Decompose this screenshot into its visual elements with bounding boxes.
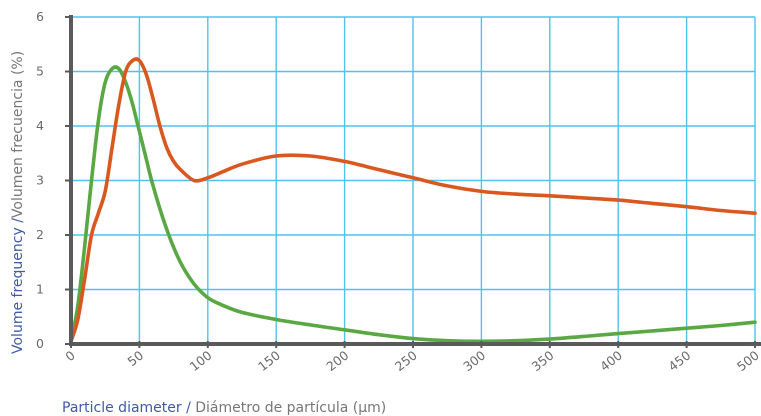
x-tick-label: 450	[665, 348, 693, 375]
x-tick-label: 400	[597, 348, 625, 375]
x-tick-label: 200	[323, 348, 351, 375]
x-tick-label: 0	[62, 348, 78, 365]
series-line-2	[69, 57, 757, 344]
x-tick-label: 300	[460, 348, 488, 375]
x-axis-label-en: Particle diameter /	[62, 400, 195, 416]
x-tick-label: 500	[734, 348, 761, 375]
x-tick-labels: 0 50 100 150 200 250 300 350 400 450 500	[62, 348, 761, 375]
y-axis-label: Volume frequency /Volumen frecuencia (%)	[10, 51, 26, 354]
y-tick-label: 6	[36, 9, 44, 24]
x-tick-label: 150	[255, 348, 283, 375]
x-tick-label: 50	[124, 348, 146, 370]
y-tick-label: 3	[36, 173, 44, 188]
series-line-1	[69, 65, 757, 344]
x-axis-label: Particle diameter / Diámetro de partícul…	[62, 400, 386, 416]
y-tick-label: 5	[36, 64, 44, 79]
y-axis-label-en: Volume frequency /	[10, 218, 26, 354]
axes	[65, 15, 761, 348]
grid	[70, 16, 756, 345]
x-tick-label: 350	[529, 348, 557, 375]
y-tick-label: 2	[36, 227, 44, 242]
y-axis-label-es: Volumen frecuencia (%)	[10, 51, 26, 218]
y-tick-labels: 0 1 2 3 4 5 6	[36, 9, 44, 351]
y-tick-label: 1	[36, 282, 44, 297]
y-tick-label: 0	[36, 336, 44, 351]
x-tick-label: 250	[392, 348, 420, 375]
series-lines	[69, 57, 757, 344]
y-tick-label: 4	[36, 118, 44, 133]
x-tick-label: 100	[187, 348, 215, 375]
x-axis-label-es: Diámetro de partícula (µm)	[195, 400, 386, 416]
